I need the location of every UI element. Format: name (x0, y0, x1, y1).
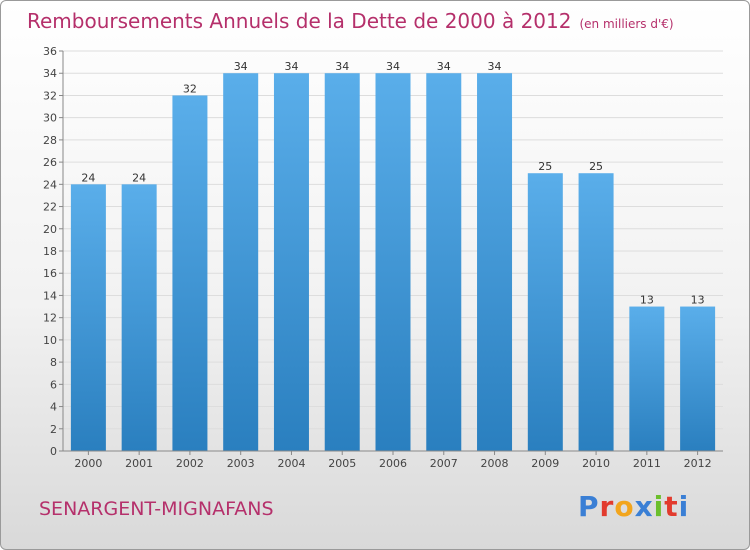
logo-letter: r (599, 490, 615, 523)
y-tick-label: 8 (50, 356, 57, 369)
data-label: 32 (183, 82, 197, 95)
x-tick-label: 2002 (176, 457, 204, 470)
bar (375, 73, 411, 451)
bar (70, 184, 106, 452)
x-tick-label: 2005 (328, 457, 356, 470)
x-tick-label: 2003 (227, 457, 255, 470)
data-label: 25 (589, 160, 603, 173)
data-label: 24 (132, 171, 146, 184)
proxiti-logo: Proxiti (578, 490, 689, 523)
chart-title: Remboursements Annuels de la Dette de 20… (27, 9, 674, 33)
data-label: 25 (538, 160, 552, 173)
bar (477, 73, 513, 451)
data-label: 34 (284, 60, 298, 73)
y-tick-label: 14 (43, 289, 57, 302)
data-label: 34 (386, 60, 400, 73)
y-tick-label: 6 (50, 378, 57, 391)
y-tick-label: 22 (43, 201, 57, 214)
y-tick-label: 30 (43, 112, 57, 125)
y-tick-label: 16 (43, 267, 57, 280)
y-tick-label: 12 (43, 312, 57, 325)
x-tick-label: 2008 (481, 457, 509, 470)
x-tick-label: 2009 (531, 457, 559, 470)
y-tick-label: 36 (43, 45, 57, 58)
data-label: 34 (335, 60, 349, 73)
data-label: 34 (488, 60, 502, 73)
logo-letter: t (664, 490, 679, 523)
data-label: 34 (437, 60, 451, 73)
logo-letter: o (614, 490, 635, 523)
logo-letter: i (678, 490, 690, 523)
y-tick-label: 20 (43, 223, 57, 236)
x-tick-label: 2001 (125, 457, 153, 470)
bar (324, 73, 360, 451)
bar (172, 95, 208, 451)
y-tick-label: 34 (43, 67, 57, 80)
bar (223, 73, 259, 451)
x-tick-label: 2010 (582, 457, 610, 470)
data-label: 13 (640, 294, 654, 307)
x-tick-label: 2011 (633, 457, 661, 470)
x-tick-label: 2006 (379, 457, 407, 470)
data-label: 13 (691, 294, 705, 307)
logo-letter: i (653, 490, 665, 523)
bar (629, 306, 665, 451)
data-label: 24 (81, 171, 95, 184)
y-tick-label: 2 (50, 423, 57, 436)
x-tick-label: 2004 (277, 457, 305, 470)
chart-title-text: Remboursements Annuels de la Dette de 20… (27, 9, 572, 33)
chart-unit: (en milliers d'€) (579, 17, 674, 31)
bar (527, 173, 563, 451)
x-tick-label: 2007 (430, 457, 458, 470)
city-name: SENARGENT-MIGNAFANS (39, 498, 274, 520)
y-tick-label: 24 (43, 178, 57, 191)
x-tick-label: 2012 (684, 457, 712, 470)
y-tick-label: 10 (43, 334, 57, 347)
bar (426, 73, 462, 451)
y-tick-label: 18 (43, 245, 57, 258)
data-label: 34 (234, 60, 248, 73)
bar (273, 73, 309, 451)
bar (578, 173, 614, 451)
bar (121, 184, 157, 452)
logo-letter: x (634, 490, 654, 523)
y-tick-label: 26 (43, 156, 57, 169)
y-tick-label: 4 (50, 401, 57, 414)
bar (680, 306, 716, 451)
y-tick-label: 32 (43, 89, 57, 102)
y-tick-label: 0 (50, 445, 57, 458)
y-tick-label: 28 (43, 134, 57, 147)
x-tick-label: 2000 (74, 457, 102, 470)
logo-letter: P (578, 490, 600, 523)
